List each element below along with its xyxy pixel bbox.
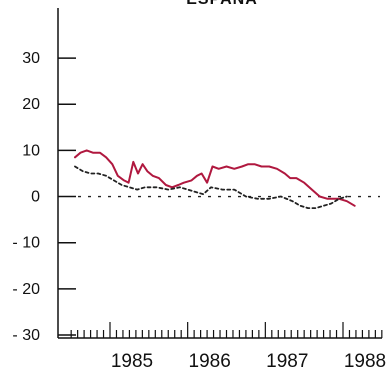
series-line-dotted xyxy=(74,165,348,210)
series-layer xyxy=(74,149,356,210)
x-tick-label: 1988 xyxy=(344,351,386,372)
series-line-solid xyxy=(74,149,356,207)
x-tick-label: 1985 xyxy=(111,351,153,372)
y-tick-label: 10 xyxy=(22,142,40,159)
y-tick-label: - 20 xyxy=(12,281,40,298)
y-axis: 30 20 10 0 - 10 - 20 - 30 xyxy=(12,8,76,344)
y-tick-label: - 30 xyxy=(12,327,40,344)
y-tick-label: 0 xyxy=(31,189,40,206)
chart-title: ESPAÑA xyxy=(186,0,258,8)
y-tick-label: 30 xyxy=(22,50,40,67)
x-axis: 1985 1986 1987 1988 xyxy=(58,322,386,372)
x-tick-label: 1986 xyxy=(189,351,231,372)
y-tick-label: 20 xyxy=(22,96,40,113)
x-tick-label: 1987 xyxy=(266,351,308,372)
y-tick-label: - 10 xyxy=(12,235,40,252)
